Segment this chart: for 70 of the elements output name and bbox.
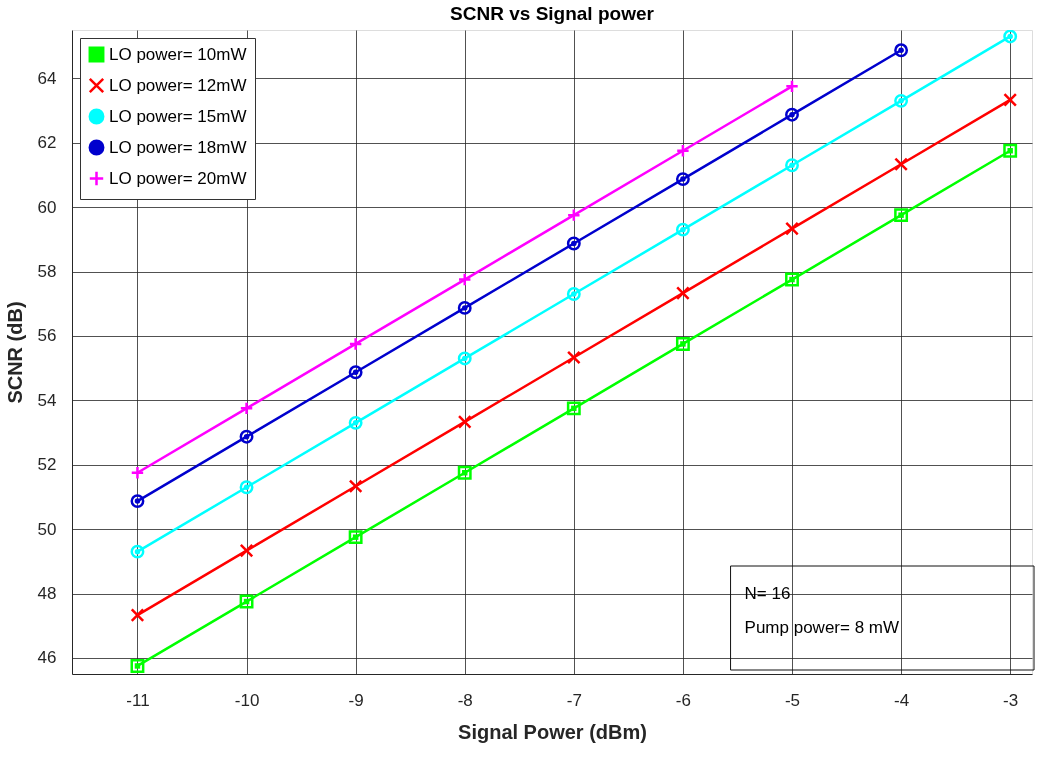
point <box>894 208 909 223</box>
x-tick-label: -6 <box>675 690 691 710</box>
y-tick-label: 60 <box>37 197 57 217</box>
point <box>239 401 254 416</box>
point <box>239 543 254 558</box>
point <box>130 544 145 559</box>
point <box>566 287 581 301</box>
point <box>239 480 254 495</box>
point <box>785 107 799 122</box>
x-tick-label: -10 <box>234 690 260 710</box>
point <box>785 221 799 236</box>
annotation: Pump power= 8 mW <box>744 618 900 637</box>
point <box>785 272 799 287</box>
point <box>457 300 472 315</box>
x-tick-label: -5 <box>784 690 801 710</box>
legend-label: LO power= 12mW <box>109 75 247 95</box>
point <box>1003 92 1018 107</box>
point <box>1003 143 1018 158</box>
legend-label: LO power= 10mW <box>109 44 247 64</box>
y-axis-title: SCNR (dB) <box>3 301 26 404</box>
point <box>566 401 581 416</box>
y-tick-label: 62 <box>37 133 57 153</box>
point <box>566 236 581 251</box>
x-tick-label: -8 <box>457 690 473 710</box>
point <box>457 465 472 480</box>
y-tick-label: 58 <box>37 262 57 281</box>
legend-label: LO power= 20mW <box>109 168 247 188</box>
y-tick-label: 64 <box>37 68 57 88</box>
point <box>566 350 581 365</box>
point <box>130 494 145 509</box>
x-tick-label: -9 <box>348 690 364 710</box>
x-tick-label: -11 <box>126 690 150 710</box>
y-tick-label: 46 <box>37 648 57 668</box>
point <box>675 143 690 158</box>
point <box>894 43 909 58</box>
point <box>130 608 145 623</box>
y-tick-label: 56 <box>37 326 57 346</box>
y-tick-label: 48 <box>37 584 57 603</box>
point <box>566 208 581 223</box>
y-tick-label: 54 <box>37 390 57 410</box>
x-axis-title: Signal Power (dBm) <box>458 720 647 743</box>
point <box>348 337 363 351</box>
legend-label: LO power= 18mW <box>109 137 247 157</box>
point <box>675 337 690 351</box>
point <box>348 365 363 380</box>
point <box>348 479 363 494</box>
chart-title: SCNR vs Signal power <box>450 3 655 24</box>
point <box>348 530 363 545</box>
point <box>239 594 254 609</box>
point <box>239 429 254 444</box>
x-tick-label: -7 <box>566 690 582 710</box>
point <box>130 659 145 673</box>
point <box>894 157 909 172</box>
point <box>1003 30 1018 44</box>
point <box>894 93 909 108</box>
y-tick-label: 52 <box>37 455 57 475</box>
point <box>130 465 145 480</box>
x-tick-label: -4 <box>894 690 910 710</box>
point <box>348 415 363 430</box>
point <box>675 172 690 187</box>
y-tick-label: 50 <box>37 519 57 539</box>
point <box>785 158 799 173</box>
point <box>457 351 472 366</box>
point <box>785 79 799 94</box>
x-tick-label: -3 <box>1003 690 1019 710</box>
legend-label: LO power= 15mW <box>109 106 247 126</box>
point <box>675 286 690 301</box>
point <box>675 222 690 237</box>
point <box>457 272 472 287</box>
point <box>457 414 472 429</box>
